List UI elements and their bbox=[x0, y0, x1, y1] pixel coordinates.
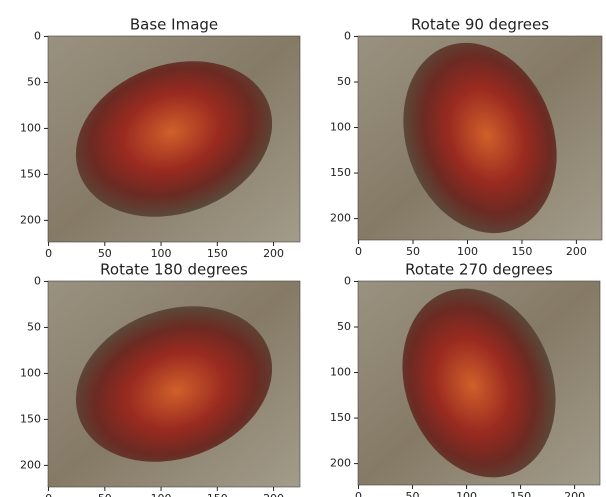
x-tick-label: 200 bbox=[263, 492, 284, 497]
y-tick-label: 200 bbox=[330, 457, 351, 470]
y-tick-label: 50 bbox=[337, 320, 351, 333]
x-tick-label: 200 bbox=[263, 247, 284, 260]
x-tick-label: 50 bbox=[98, 247, 112, 260]
image-fruit-bunch bbox=[403, 42, 557, 234]
y-tick-label: 50 bbox=[337, 75, 351, 88]
y-tick-label: 100 bbox=[330, 121, 351, 134]
y-tick-label: 0 bbox=[34, 274, 41, 287]
y-tick-label: 50 bbox=[27, 320, 41, 333]
subplot-title: Rotate 180 degrees bbox=[100, 261, 248, 279]
x-tick-label: 200 bbox=[564, 490, 585, 497]
y-tick-label: 150 bbox=[20, 412, 41, 425]
x-tick-label: 200 bbox=[566, 245, 587, 258]
axes-frame bbox=[357, 35, 603, 241]
y-tick-label: 200 bbox=[20, 213, 41, 226]
y-tick-label: 100 bbox=[20, 366, 41, 379]
y-tick-label: 200 bbox=[20, 458, 41, 471]
image-fruit-bunch bbox=[75, 61, 273, 217]
y-tick-label: 200 bbox=[330, 212, 351, 225]
x-tick-label: 50 bbox=[406, 245, 420, 258]
subplot-title: Rotate 270 degrees bbox=[405, 261, 553, 279]
axes-frame bbox=[47, 35, 301, 243]
x-tick-label: 100 bbox=[457, 245, 478, 258]
x-tick-label: 0 bbox=[355, 490, 362, 497]
x-tick-label: 100 bbox=[151, 492, 172, 497]
x-tick-label: 0 bbox=[45, 492, 52, 497]
x-tick-label: 100 bbox=[151, 247, 172, 260]
y-tick-label: 0 bbox=[344, 274, 351, 287]
axes-frame bbox=[357, 280, 601, 486]
axes-frame bbox=[47, 280, 301, 488]
subplot-title: Rotate 90 degrees bbox=[411, 16, 549, 34]
x-tick-label: 50 bbox=[406, 490, 420, 497]
y-tick-label: 50 bbox=[27, 75, 41, 88]
x-tick-label: 150 bbox=[511, 245, 532, 258]
image-fruit-bunch bbox=[75, 306, 273, 462]
y-tick-label: 0 bbox=[344, 29, 351, 42]
y-tick-label: 100 bbox=[20, 121, 41, 134]
y-tick-label: 150 bbox=[330, 166, 351, 179]
subplot-title: Base Image bbox=[130, 16, 218, 34]
image-fruit-bunch bbox=[402, 288, 556, 478]
y-tick-label: 100 bbox=[330, 366, 351, 379]
x-tick-label: 150 bbox=[207, 492, 228, 497]
y-tick-label: 150 bbox=[20, 167, 41, 180]
x-tick-label: 100 bbox=[456, 490, 477, 497]
y-tick-label: 150 bbox=[330, 411, 351, 424]
y-tick-label: 0 bbox=[34, 29, 41, 42]
x-tick-label: 0 bbox=[355, 245, 362, 258]
x-tick-label: 150 bbox=[207, 247, 228, 260]
x-tick-label: 50 bbox=[98, 492, 112, 497]
x-tick-label: 0 bbox=[45, 247, 52, 260]
x-tick-label: 150 bbox=[510, 490, 531, 497]
